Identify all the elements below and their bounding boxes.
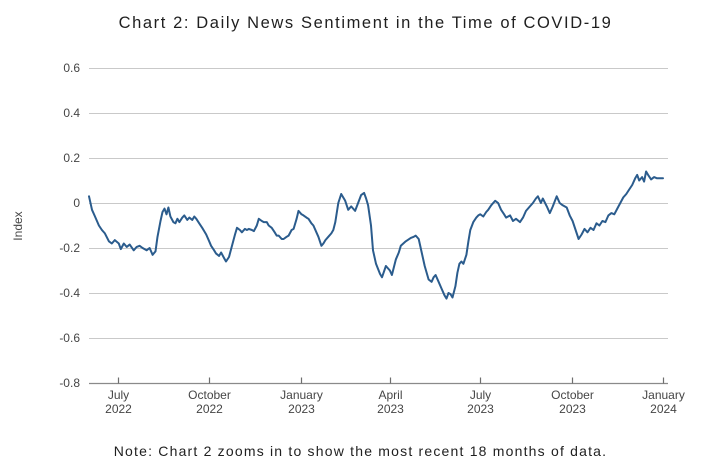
x-tick-label-month: January bbox=[280, 388, 323, 402]
x-tick-label-month: October bbox=[551, 388, 594, 402]
y-tick-labels: 0.6 0.4 0.2 0 -0.2 -0.4 -0.6 -0.8 bbox=[59, 61, 80, 390]
x-tick-label-year: 2023 bbox=[467, 402, 494, 416]
x-tick-label-year: 2022 bbox=[196, 402, 223, 416]
x-tick-label-year: 2022 bbox=[105, 402, 132, 416]
y-tick-label: 0.4 bbox=[63, 106, 80, 120]
y-tick-label: -0.8 bbox=[59, 376, 80, 390]
x-tick-label-year: 2023 bbox=[288, 402, 315, 416]
x-tick-label-year: 2023 bbox=[559, 402, 586, 416]
x-tick-label-month: April bbox=[378, 388, 402, 402]
x-axis bbox=[89, 377, 668, 385]
y-axis-title: Index bbox=[11, 211, 25, 240]
grid-lines bbox=[89, 68, 668, 339]
y-tick-label: -0.2 bbox=[59, 241, 80, 255]
x-tick-label-year: 2023 bbox=[377, 402, 404, 416]
y-tick-label: -0.6 bbox=[59, 331, 80, 345]
y-tick-label: 0.2 bbox=[63, 151, 80, 165]
x-tick-label-year: 2024 bbox=[650, 402, 677, 416]
sentiment-line-series bbox=[88, 170, 664, 300]
x-tick-labels: July2022October2022January2023April2023J… bbox=[105, 388, 685, 416]
x-tick-label-month: July bbox=[108, 388, 129, 402]
y-tick-label: -0.4 bbox=[59, 286, 80, 300]
y-tick-label: 0.6 bbox=[63, 61, 80, 75]
x-tick-label-month: January bbox=[642, 388, 685, 402]
chart-title: Chart 2: Daily News Sentiment in the Tim… bbox=[118, 14, 613, 32]
chart-note: Note: Chart 2 zooms in to show the most … bbox=[113, 443, 608, 459]
x-tick-label-month: July bbox=[470, 388, 491, 402]
y-tick-label: 0 bbox=[73, 196, 80, 210]
x-tick-label-month: October bbox=[188, 388, 231, 402]
